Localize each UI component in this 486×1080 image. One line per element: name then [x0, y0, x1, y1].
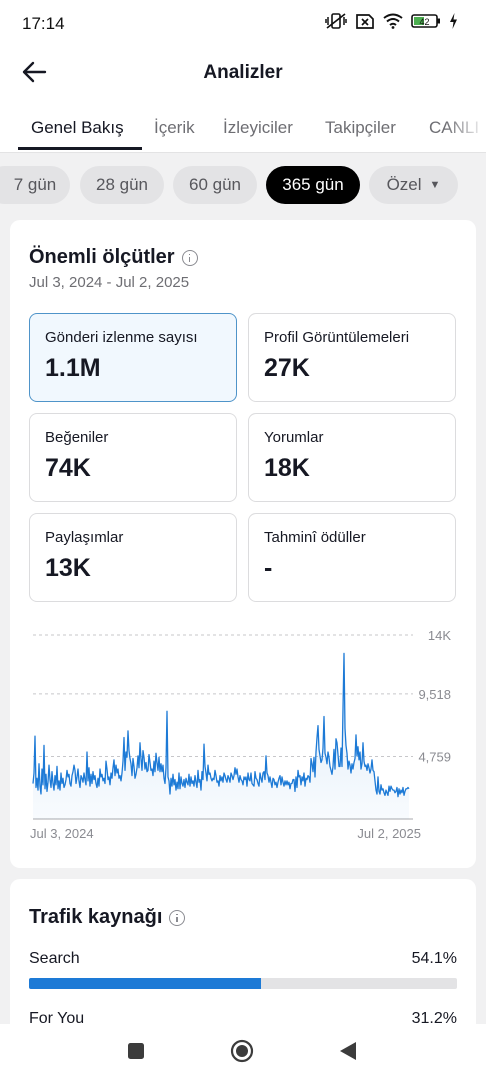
vibrate-off-icon — [325, 12, 347, 30]
traffic-source-title: Trafik kaynağı — [29, 906, 163, 928]
x-end-label: Jul 2, 2025 — [357, 826, 421, 841]
status-time: 17:14 — [22, 14, 65, 33]
key-metrics-title-row: Önemli ölçütler — [29, 246, 198, 269]
tab-content[interactable]: İçerik — [154, 118, 195, 137]
metric-likes[interactable]: Beğeniler 74K — [29, 413, 237, 502]
tab-fade — [446, 100, 486, 152]
series-line — [32, 652, 410, 798]
metric-post-views[interactable]: Gönderi izlenme sayısı 1.1M — [29, 313, 237, 402]
recents-button[interactable] — [123, 1040, 149, 1066]
range-365-days[interactable]: 365 gün — [266, 166, 360, 204]
metric-comments[interactable]: Yorumlar 18K — [248, 413, 456, 502]
range-7-days[interactable]: 7 gün — [0, 166, 70, 204]
tab-viewers[interactable]: İzleyiciler — [223, 118, 293, 137]
series-area — [33, 653, 409, 819]
traffic-source-card: Trafik kaynağı Search 54.1% For You 31.2… — [10, 879, 476, 1049]
tab-overview[interactable]: Genel Bakış — [31, 118, 124, 137]
y-tick-label: 9,518 — [418, 687, 451, 702]
y-tick-label: 4,759 — [418, 749, 451, 764]
range-custom-dropdown[interactable]: Özel ▼ — [369, 166, 458, 204]
metric-label: Tahminî ödüller — [264, 529, 366, 546]
range-label: 365 gün — [282, 175, 344, 194]
page-title: Analizler — [203, 62, 283, 83]
traffic-source-percent: 54.1% — [411, 950, 457, 967]
range-label: Özel — [386, 175, 422, 194]
metric-profile-views[interactable]: Profil Görüntülemeleri 27K — [248, 313, 456, 402]
metric-label: Paylaşımlar — [45, 529, 124, 546]
range-label: 7 gün — [13, 175, 57, 194]
metric-estimated-rewards[interactable]: Tahminî ödüller - — [248, 513, 456, 602]
metric-value: 18K — [264, 454, 310, 482]
tab-followers[interactable]: Takipçiler — [325, 118, 396, 137]
battery-icon: 42 — [411, 13, 441, 29]
date-range-text: Jul 3, 2024 - Jul 2, 2025 — [29, 274, 190, 291]
info-icon[interactable] — [169, 909, 186, 926]
header: Analizler — [0, 48, 486, 100]
no-sim-icon — [355, 13, 375, 30]
key-metrics-card: Önemli ölçütler Jul 3, 2024 - Jul 2, 202… — [10, 220, 476, 868]
metric-value: 74K — [45, 454, 91, 482]
wifi-icon — [383, 13, 403, 29]
back-triangle-icon — [339, 1041, 357, 1066]
metric-value: 1.1M — [45, 354, 101, 382]
range-label: 28 gün — [96, 175, 148, 194]
recents-square-icon — [127, 1042, 145, 1065]
status-icons: 42 — [325, 12, 458, 30]
home-circle-icon — [230, 1039, 254, 1068]
key-metrics-title: Önemli ölçütler — [29, 246, 175, 268]
x-start-label: Jul 3, 2024 — [30, 826, 94, 841]
metric-value: 27K — [264, 354, 310, 382]
caret-down-icon: ▼ — [429, 179, 441, 191]
tab-bar: Genel Bakış İçerik İzleyiciler Takipçile… — [0, 100, 486, 153]
range-label: 60 gün — [189, 175, 241, 194]
battery-level: 42 — [419, 17, 429, 27]
traffic-title-row: Trafik kaynağı — [29, 906, 186, 929]
metric-label: Beğeniler — [45, 429, 109, 446]
date-range-selector: 7 gün 28 gün 60 gün 365 gün Özel ▼ — [0, 166, 486, 206]
metric-label: Yorumlar — [264, 429, 324, 446]
traffic-bar-track — [29, 978, 457, 989]
system-nav-bar — [0, 1024, 486, 1080]
arrow-left-icon — [21, 61, 47, 88]
active-tab-indicator — [18, 147, 142, 150]
traffic-source-name: Search — [29, 950, 80, 967]
back-button[interactable] — [16, 58, 52, 90]
range-28-days[interactable]: 28 gün — [80, 166, 164, 204]
metric-label: Profil Görüntülemeleri — [264, 329, 410, 346]
metric-value: - — [264, 554, 273, 582]
traffic-source-name: For You — [29, 1010, 85, 1027]
post-views-chart[interactable]: 14K 9,518 4,759 Jul 3, 2024 Jul 2, 2025 — [29, 623, 459, 848]
back-nav-button[interactable] — [335, 1040, 361, 1066]
y-tick-label: 14K — [428, 628, 451, 643]
home-button[interactable] — [229, 1039, 255, 1068]
range-60-days[interactable]: 60 gün — [173, 166, 257, 204]
traffic-bar-fill — [29, 978, 261, 989]
info-icon[interactable] — [181, 249, 198, 266]
traffic-source-percent: 31.2% — [411, 1010, 457, 1027]
metric-label: Gönderi izlenme sayısı — [45, 329, 198, 346]
status-bar: 17:14 42 — [0, 0, 486, 48]
charging-icon — [449, 13, 458, 29]
metric-value: 13K — [45, 554, 91, 582]
metric-shares[interactable]: Paylaşımlar 13K — [29, 513, 237, 602]
